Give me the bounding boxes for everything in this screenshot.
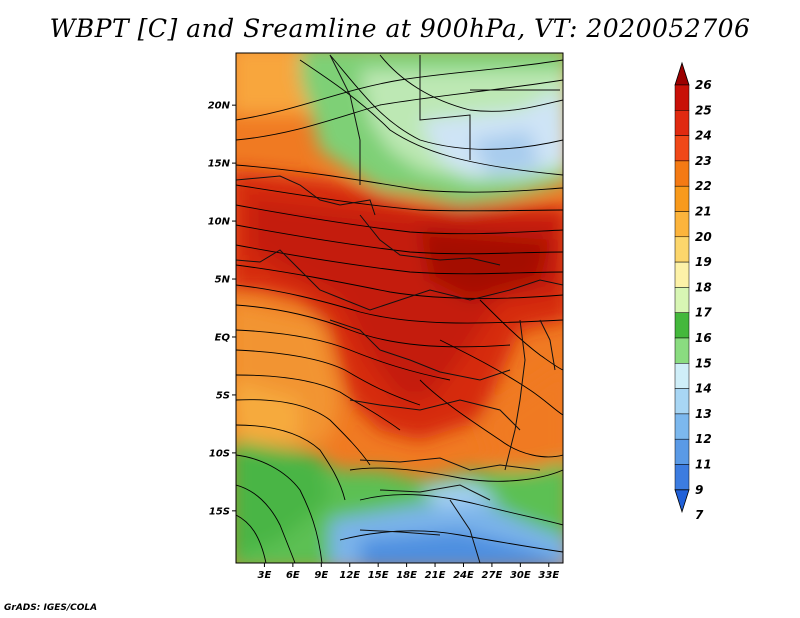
lat-tick-label: 10N — [208, 217, 231, 228]
colorbar-label: 9 — [695, 483, 703, 497]
lon-tick-label: 3E — [258, 570, 272, 581]
colorbar-label: 12 — [695, 432, 712, 446]
lon-tick-label: 24E — [453, 570, 474, 581]
temperature-field — [236, 53, 563, 563]
colorbar-swatch — [674, 312, 690, 339]
colorbar-label: 22 — [695, 179, 712, 193]
colorbar-swatch — [674, 438, 690, 465]
lon-tick-label: 12E — [339, 570, 360, 581]
colorbar-swatch — [674, 287, 690, 313]
colorbar-swatch — [674, 236, 690, 263]
colorbar-bottom-arrow — [674, 489, 690, 514]
lon-tick-label: 6E — [286, 570, 300, 581]
longitude-axis: 3E 6E 9E 12E 15E 18E 21E 24E 27E 30E 33E — [258, 563, 559, 581]
colorbar-swatch — [674, 160, 690, 187]
colorbar-label: 13 — [695, 407, 712, 421]
colorbar-swatch — [674, 211, 690, 238]
colorbar-label: 15 — [695, 356, 712, 370]
lon-tick-label: 18E — [396, 570, 417, 581]
lon-tick-label: 15E — [368, 570, 389, 581]
lat-tick-label: 15N — [208, 159, 231, 170]
colorbar-label: 24 — [695, 129, 712, 143]
colorbar-swatch — [674, 261, 690, 288]
colorbar-swatch — [674, 464, 690, 491]
lon-tick-label: 9E — [314, 570, 328, 581]
colorbar: 26 25 24 23 22 21 20 19 18 17 16 15 14 13 12 11 9 7 — [674, 61, 712, 522]
country-borders — [236, 54, 563, 563]
colorbar-label: 25 — [695, 103, 712, 117]
lat-tick-label: 15S — [209, 506, 230, 517]
lon-tick-label: 27E — [482, 570, 503, 581]
colorbar-label: 11 — [695, 458, 712, 472]
map-frame — [235, 52, 564, 564]
colorbar-top-arrow — [674, 61, 690, 86]
colorbar-label: 14 — [695, 382, 712, 396]
latitude-axis: 20N 15N 10N 5N EQ 5S 10S 15S — [208, 101, 236, 517]
colorbar-label: 20 — [695, 230, 712, 244]
lat-tick-label: EQ — [215, 332, 231, 343]
colorbar-label: 23 — [695, 154, 712, 168]
colorbar-label: 18 — [695, 280, 712, 294]
lon-tick-label: 21E — [425, 570, 446, 581]
colorbar-swatch — [674, 185, 690, 212]
colorbar-swatch — [674, 413, 690, 440]
lon-tick-label: 33E — [538, 570, 559, 581]
colorbar-swatch — [674, 337, 690, 364]
colorbar-swatch — [674, 388, 690, 415]
colorbar-label: 17 — [695, 306, 712, 320]
colorbar-label: 16 — [695, 331, 712, 345]
colorbar-label: 26 — [695, 78, 712, 92]
colorbar-label: 21 — [695, 205, 712, 219]
colorbar-swatch — [674, 363, 690, 389]
colorbar-swatch — [674, 110, 690, 136]
colorbar-swatch — [674, 135, 690, 162]
lat-tick-label: 5S — [216, 390, 230, 401]
colorbar-label: 7 — [695, 508, 704, 522]
grads-credit: GrADS: IGES/COLA — [4, 603, 98, 613]
map-title: WBPT [C] and Sreamline at 900hPa, VT: 20… — [49, 14, 751, 43]
streamlines — [236, 54, 563, 563]
lat-tick-label: 5N — [215, 275, 231, 286]
lat-tick-label: 20N — [208, 101, 231, 112]
lon-tick-label: 30E — [510, 570, 531, 581]
lat-tick-label: 10S — [209, 448, 230, 459]
colorbar-label: 19 — [695, 255, 712, 269]
colorbar-swatch — [674, 84, 690, 111]
